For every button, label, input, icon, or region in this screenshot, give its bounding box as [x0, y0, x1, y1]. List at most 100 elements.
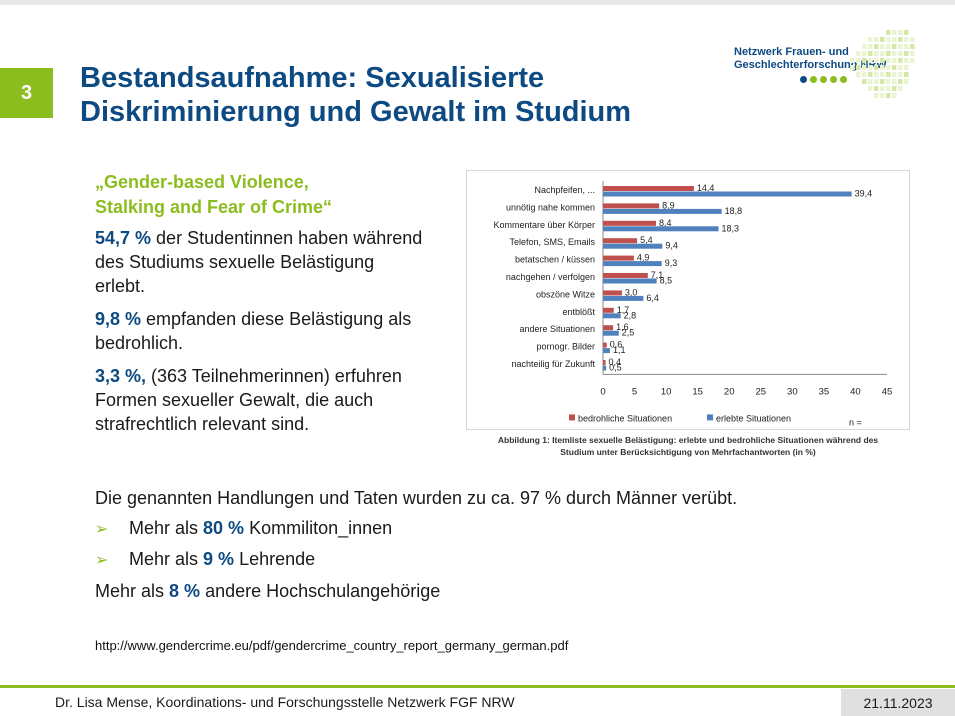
bullet-1-post: Kommiliton_innen — [244, 518, 393, 538]
bar-threatening — [603, 203, 660, 209]
bullet-2-pre: Mehr als — [129, 549, 204, 569]
x-tick-label: 15 — [692, 386, 703, 397]
category-label: betatschen / küssen — [515, 255, 595, 265]
data-label: 7,1 — [651, 270, 664, 280]
data-label: 4,9 — [637, 253, 650, 263]
data-label: 9,4 — [665, 241, 678, 251]
bar-experienced — [603, 243, 663, 249]
data-label: 18,8 — [725, 206, 743, 216]
bar-threatening — [603, 325, 614, 331]
data-label: 6,4 — [646, 293, 659, 303]
data-label: 0,4 — [609, 357, 622, 367]
title-line-2: Diskriminierung und Gewalt im Studium — [80, 96, 632, 128]
category-label: Nachpfeifen, ... — [534, 185, 595, 195]
x-tick-label: 35 — [819, 386, 830, 397]
data-label: 5,4 — [640, 235, 653, 245]
x-tick-label: 45 — [882, 386, 893, 397]
bar-experienced — [603, 295, 644, 301]
x-tick-label: 40 — [850, 386, 861, 397]
bullet-students: ➢ Mehr als 80 % Kommiliton_innen — [95, 516, 392, 542]
bar-threatening — [603, 273, 648, 278]
study-subheading: „Gender-based Violence, Stalking and Fea… — [95, 170, 425, 220]
slide-number-badge: 3 — [0, 68, 53, 118]
data-label: 8,4 — [659, 218, 672, 228]
stat-paragraph-2: 9,8 % empfanden diese Belästigung als be… — [95, 307, 425, 355]
bar-threatening — [603, 290, 622, 296]
bar-experienced — [603, 348, 610, 354]
category-label: nachgehen / verfolgen — [506, 272, 595, 282]
category-label: andere Situationen — [519, 324, 595, 334]
page-title: Bestandsaufnahme: Sexualisierte Diskrimi… — [80, 61, 720, 129]
data-label: 39,4 — [855, 189, 873, 199]
category-label: entblößt — [562, 307, 595, 317]
bullet-1-value: 80 % — [203, 518, 245, 538]
data-label: 9,3 — [665, 258, 678, 268]
x-tick-label: 25 — [755, 386, 766, 397]
category-label: nachteilig für Zukunft — [511, 359, 595, 369]
data-label: 1,1 — [613, 345, 626, 355]
footer-date: 21.11.2023 — [841, 689, 955, 716]
category-label: pornogr. Bilder — [536, 342, 595, 352]
data-label: 2,8 — [624, 310, 637, 320]
footer-author: Dr. Lisa Mense, Koordinations- und Forsc… — [55, 694, 515, 710]
stat-paragraph-3: 3,3 %, (363 Teilnehmerinnen) erfuhren Fo… — [95, 364, 425, 436]
data-label: 1,6 — [616, 322, 629, 332]
top-rule — [0, 0, 955, 5]
summary-text: Die genannten Handlungen und Taten wurde… — [95, 488, 738, 508]
x-tick-label: 0 — [600, 386, 605, 397]
legend-entry: bedrohliche Situationen — [578, 413, 672, 423]
bullet-2-post: Lehrende — [234, 549, 316, 569]
stat-value-2: 9,8 % — [95, 309, 142, 329]
sample-size-note: n = — [849, 417, 862, 427]
data-label: 3,0 — [625, 287, 638, 297]
data-label: 14,4 — [697, 183, 715, 193]
x-tick-label: 20 — [724, 386, 735, 397]
bar-experienced — [603, 330, 619, 336]
bar-threatening — [603, 342, 607, 348]
legend-swatch — [707, 414, 713, 421]
legend-swatch — [569, 414, 575, 421]
stat-paragraph-1: 54,7 % der Studentinnen haben während de… — [95, 226, 425, 298]
chart-caption: Abbildung 1: Itemliste sexuelle Belästig… — [466, 434, 910, 458]
data-label: 0,6 — [610, 340, 623, 350]
category-label: obszöne Witze — [536, 289, 595, 299]
bar-experienced — [603, 365, 607, 371]
subheading-line-2: Stalking and Fear of Crime“ — [95, 197, 333, 217]
legend-entry: erlebte Situationen — [716, 413, 791, 423]
stat-text-2: empfanden diese Belästigung als bedrohli… — [95, 309, 412, 353]
bar-experienced — [603, 261, 662, 267]
data-label: 18,3 — [721, 223, 739, 233]
subheading-line-1: „Gender-based Violence, — [95, 172, 309, 192]
bullet-1-pre: Mehr als — [129, 518, 204, 538]
caption-line-2: Studium unter Berücksichtigung von Mehrf… — [560, 447, 816, 457]
logo-line-2: Geschlechterforschung NRW — [734, 59, 887, 71]
other-members-text: Mehr als 8 % andere Hochschulangehörige — [95, 579, 440, 603]
bar-chart: Nachpfeifen, ... 14,4 39,4 unnötig nahe kom… — [466, 170, 910, 430]
bar-experienced — [603, 191, 852, 197]
bullet-teachers: ➢ Mehr als 9 % Lehrende — [95, 547, 315, 573]
title-line-1: Bestandsaufnahme: Sexualisierte — [80, 62, 545, 94]
data-label: 2,5 — [622, 328, 635, 338]
bar-threatening — [603, 255, 634, 261]
other-pre: Mehr als — [95, 581, 170, 601]
logo-line-1: Netzwerk Frauen- und — [734, 46, 849, 58]
network-logo: Netzwerk Frauen- und Geschlechterforschu… — [730, 30, 915, 100]
other-post: andere Hochschulangehörige — [200, 581, 441, 601]
stat-text-1: der Studentinnen haben während des Studi… — [95, 228, 423, 296]
logo-dots-icon — [800, 76, 847, 83]
bar-threatening — [603, 220, 657, 226]
caption-line-1: Abbildung 1: Itemliste sexuelle Belästig… — [497, 435, 879, 445]
nrw-map-icon — [850, 30, 915, 98]
category-label: Telefon, SMS, Emails — [509, 237, 595, 247]
stat-value-3: 3,3 %, — [95, 366, 147, 386]
bar-threatening — [603, 186, 694, 191]
logo-text: Netzwerk Frauen- und Geschlechterforschu… — [734, 46, 887, 72]
bar-threatening — [603, 360, 606, 365]
data-label: 8,5 — [660, 276, 673, 286]
x-tick-label: 10 — [661, 386, 672, 397]
bar-threatening — [603, 307, 614, 313]
x-tick-label: 30 — [787, 386, 798, 397]
other-value: 8 % — [169, 581, 201, 601]
bar-experienced — [603, 208, 722, 214]
arrow-bullet-icon: ➢ — [95, 521, 109, 538]
